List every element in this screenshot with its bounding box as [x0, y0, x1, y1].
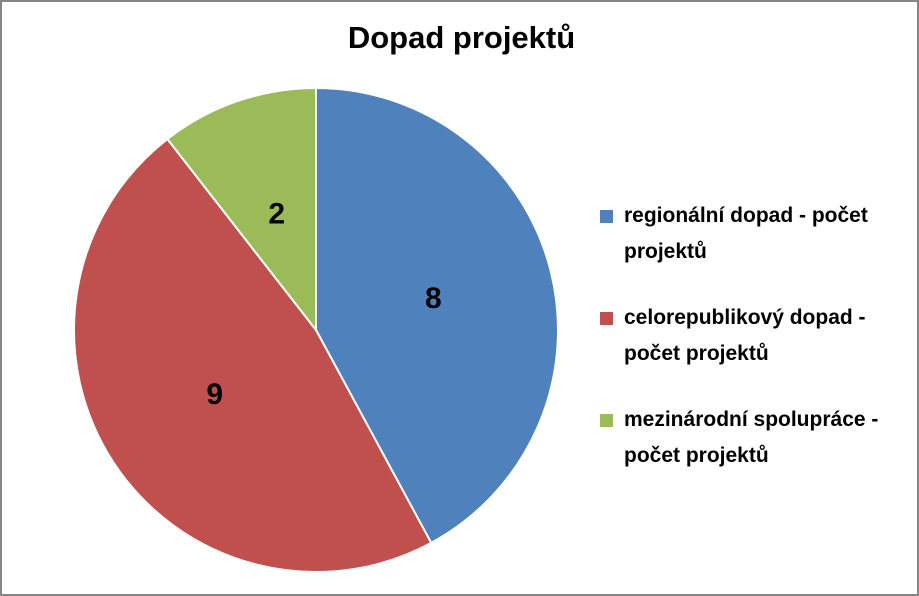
data-label: 2 — [268, 197, 285, 230]
pie-slice — [165, 86, 317, 333]
legend-entry: regionální dopad - počet projektů — [600, 198, 910, 270]
legend-label: regionální dopad - počet projektů — [624, 204, 868, 263]
legend-swatch — [600, 210, 613, 223]
legend-swatch — [600, 414, 613, 427]
pie-slice — [73, 137, 433, 573]
legend-label: celorepublikový dopad - počet projektů — [624, 306, 866, 365]
data-label: 8 — [425, 282, 442, 315]
legend-entry: mezinárodní spolupráce - počet projektů — [600, 402, 910, 474]
legend: regionální dopad - počet projektů celorep… — [600, 198, 910, 504]
data-label: 9 — [206, 378, 223, 411]
legend-label: mezinárodní spolupráce - počet projektů — [624, 408, 879, 467]
legend-swatch — [600, 312, 613, 325]
legend-entry: celorepublikový dopad - počet projektů — [600, 300, 910, 372]
chart-title: Dopad projektů — [347, 20, 576, 55]
pie-slice — [315, 86, 559, 545]
